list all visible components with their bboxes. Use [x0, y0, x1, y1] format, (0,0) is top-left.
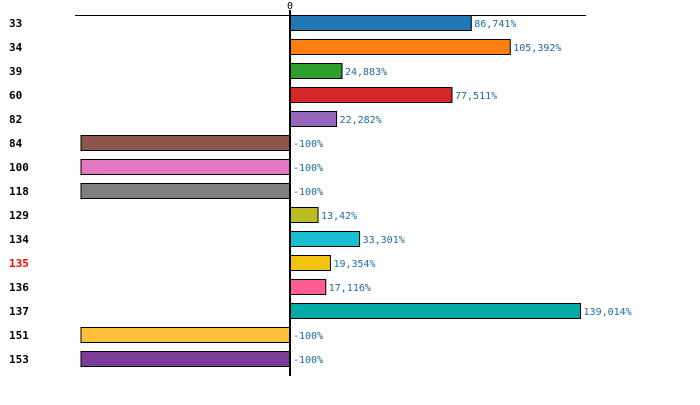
- category-label-118: 118: [9, 185, 29, 198]
- value-label-39: 24,883%: [345, 67, 387, 78]
- bar-137: [289, 303, 582, 319]
- bar-129: [289, 207, 319, 223]
- category-label-84: 84: [9, 137, 23, 150]
- value-label-135: 19,354%: [333, 259, 375, 270]
- category-label-136: 136: [9, 281, 29, 294]
- bar-153: [80, 351, 291, 367]
- bar-84: [80, 135, 291, 151]
- bar-136: [289, 279, 327, 295]
- value-label-136: 17,116%: [329, 283, 371, 294]
- x-tick-label-zero: 0: [287, 1, 293, 12]
- category-label-135: 135: [9, 257, 29, 270]
- bar-82: [289, 111, 338, 127]
- category-label-137: 137: [9, 305, 29, 318]
- category-label-82: 82: [9, 113, 22, 126]
- bar-135: [289, 255, 331, 271]
- category-label-34: 34: [9, 41, 23, 54]
- category-label-39: 39: [9, 65, 22, 78]
- bar-33: [289, 15, 472, 31]
- bars-group: 33 86,741% 34 105,392% 39 24,883% 60 77,511% 82 2…: [9, 15, 632, 367]
- bar-34: [289, 39, 511, 55]
- category-label-151: 151: [9, 329, 29, 342]
- value-label-134: 33,301%: [363, 235, 405, 246]
- value-label-118: -100%: [293, 187, 323, 198]
- value-label-129: 13,42%: [321, 211, 357, 222]
- category-label-129: 129: [9, 209, 29, 222]
- value-label-34: 105,392%: [513, 43, 561, 54]
- category-label-134: 134: [9, 233, 29, 246]
- bar-39: [289, 63, 343, 79]
- bar-134: [289, 231, 361, 247]
- category-label-33: 33: [9, 17, 22, 30]
- value-label-60: 77,511%: [455, 91, 497, 102]
- category-label-100: 100: [9, 161, 29, 174]
- value-label-153: -100%: [293, 355, 323, 366]
- value-label-82: 22,282%: [340, 115, 382, 126]
- value-label-151: -100%: [293, 331, 323, 342]
- category-label-60: 60: [9, 89, 22, 102]
- value-label-84: -100%: [293, 139, 323, 150]
- bar-100: [80, 159, 291, 175]
- value-label-137: 139,014%: [584, 307, 632, 318]
- value-label-100: -100%: [293, 163, 323, 174]
- bar-118: [80, 183, 291, 199]
- category-label-153: 153: [9, 353, 29, 366]
- value-label-33: 86,741%: [474, 19, 516, 30]
- bar-151: [80, 327, 291, 343]
- bar-60: [289, 87, 453, 103]
